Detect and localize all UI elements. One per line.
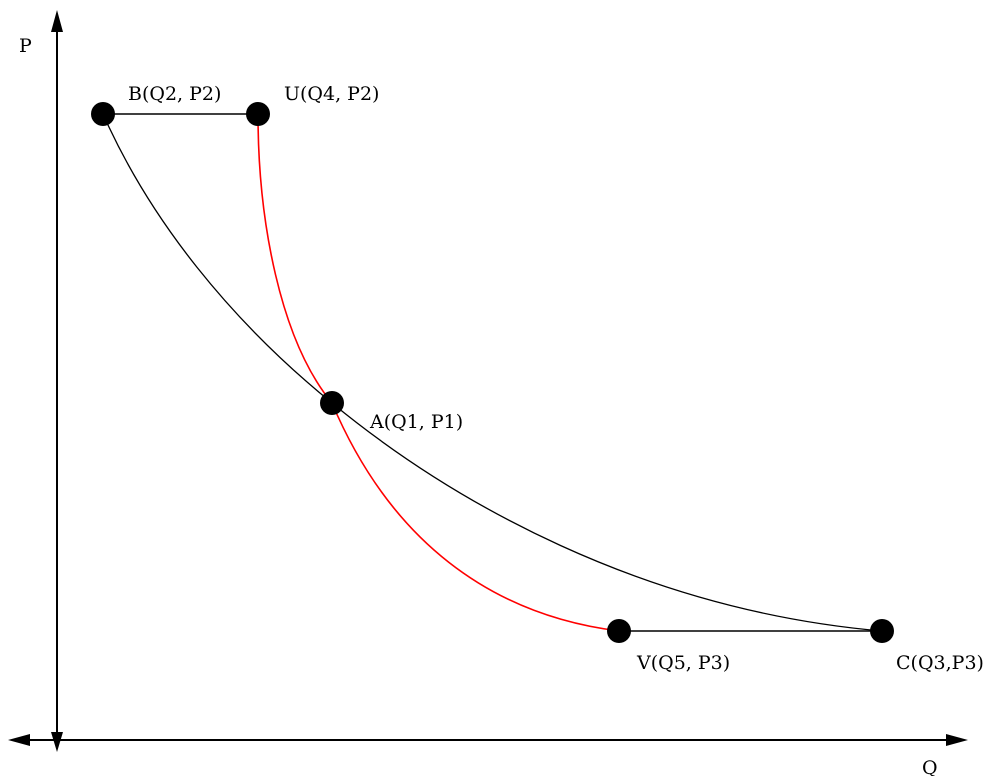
red-demand-curve [257,113,620,632]
y-axis-arrow-down [51,732,63,752]
y-axis-label: P [19,35,32,57]
label-point-c: C(Q3,P3) [896,652,984,674]
point-b [91,102,115,126]
x-axis-label: Q [922,757,938,776]
point-v [607,619,631,643]
black-demand-curve [102,113,883,632]
label-point-v: V(Q5, P3) [636,652,730,674]
point-c [870,619,894,643]
label-point-u: U(Q4, P2) [284,83,379,105]
point-u [246,102,270,126]
x-axis-arrow-left [8,734,30,746]
y-axis-arrow-up [51,10,63,32]
point-a [320,391,344,415]
x-axis-arrow-right [946,734,968,746]
label-point-b: B(Q2, P2) [128,83,221,105]
label-point-a: A(Q1, P1) [369,411,463,433]
